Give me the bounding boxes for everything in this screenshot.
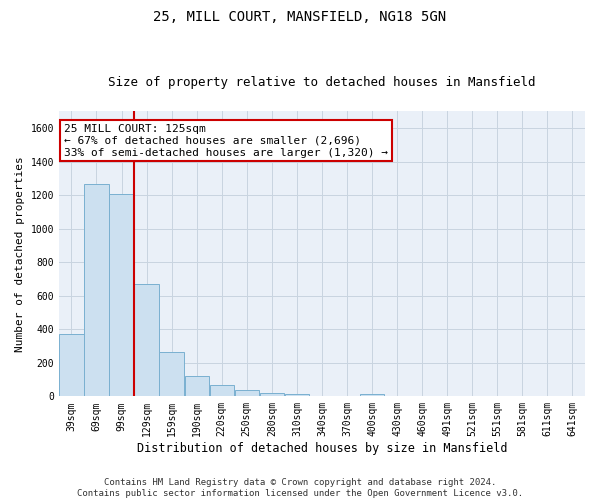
Bar bbox=[134, 284, 159, 397]
Bar bbox=[209, 386, 234, 396]
Text: 25 MILL COURT: 125sqm
← 67% of detached houses are smaller (2,696)
33% of semi-d: 25 MILL COURT: 125sqm ← 67% of detached … bbox=[64, 124, 388, 158]
Bar bbox=[85, 184, 109, 396]
X-axis label: Distribution of detached houses by size in Mansfield: Distribution of detached houses by size … bbox=[137, 442, 507, 455]
Text: Contains HM Land Registry data © Crown copyright and database right 2024.
Contai: Contains HM Land Registry data © Crown c… bbox=[77, 478, 523, 498]
Bar bbox=[59, 334, 83, 396]
Text: 25, MILL COURT, MANSFIELD, NG18 5GN: 25, MILL COURT, MANSFIELD, NG18 5GN bbox=[154, 10, 446, 24]
Bar bbox=[260, 393, 284, 396]
Bar bbox=[235, 390, 259, 396]
Bar bbox=[360, 394, 384, 396]
Y-axis label: Number of detached properties: Number of detached properties bbox=[15, 156, 25, 352]
Bar bbox=[109, 194, 134, 396]
Bar bbox=[160, 352, 184, 397]
Bar bbox=[185, 376, 209, 396]
Bar bbox=[285, 394, 309, 396]
Title: Size of property relative to detached houses in Mansfield: Size of property relative to detached ho… bbox=[108, 76, 536, 90]
